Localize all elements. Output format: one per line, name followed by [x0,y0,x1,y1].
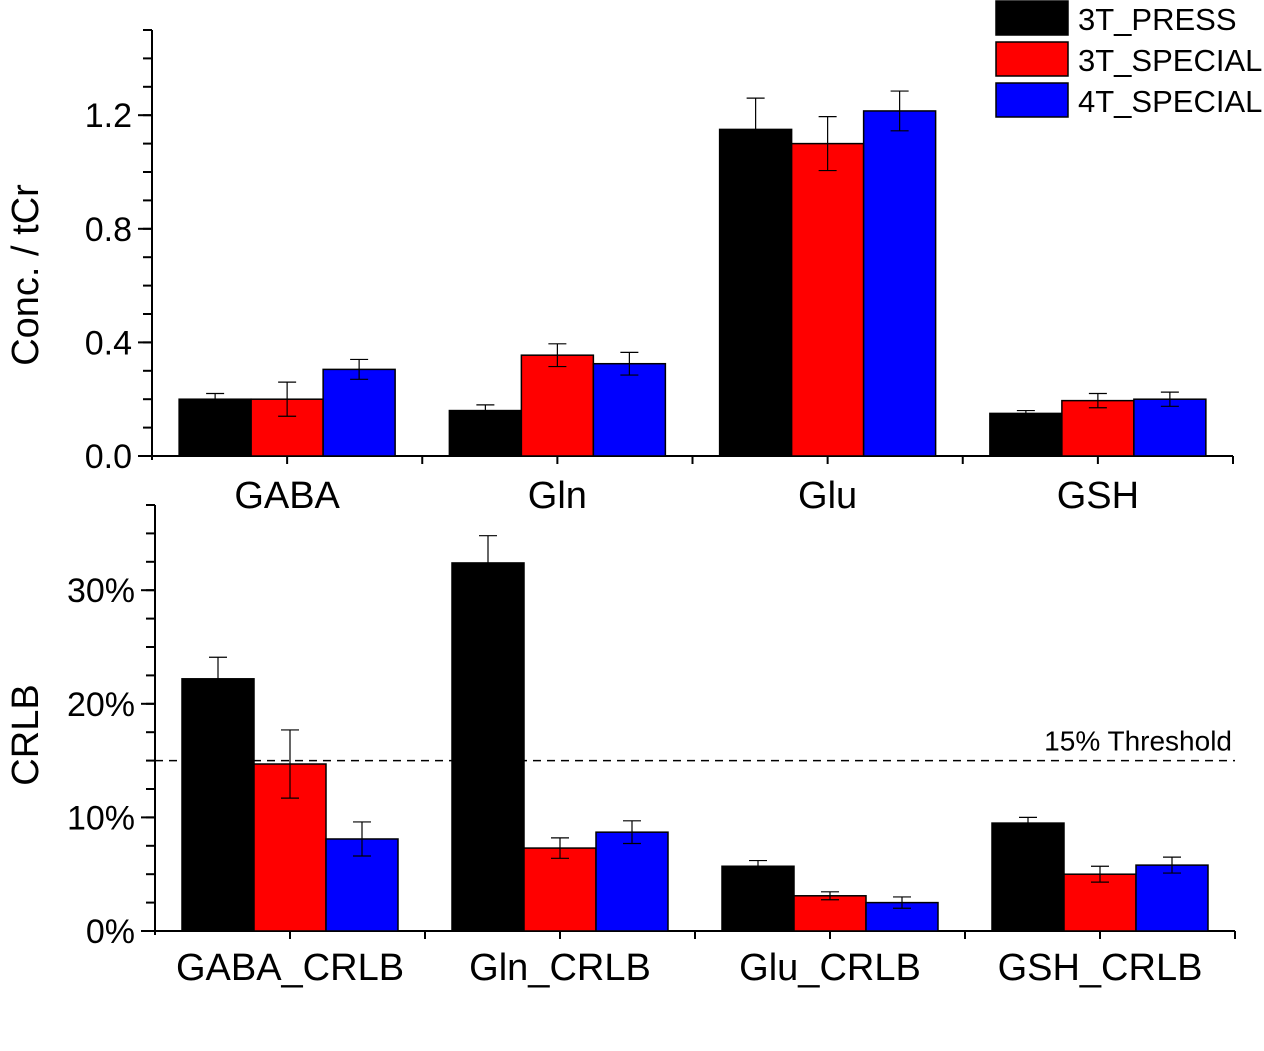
crlb-panel: 0% 10% 20% 30% CRLB GABA_CRLB Gln_CRLB Glu_CRLB… [5,504,1236,989]
conc-category-label: Glu [798,475,857,517]
crlb-bar-3t-special [1063,873,1137,932]
conc-category-label: GSH [1057,475,1139,517]
conc-bar-4t-special [1133,398,1207,457]
crlb-bar-4t-special [1135,864,1209,932]
crlb-y-axis-label: CRLB [5,684,47,785]
crlb-y-tick-label: 0% [86,913,135,951]
conc-bar-3t-special [520,354,595,457]
crlb-bar-3t-press [181,678,255,932]
threshold-label: 15% Threshold [1044,726,1232,757]
conc-y-tick-label: 1.2 [85,97,132,135]
crlb-bar-3t-press [451,562,525,932]
crlb-category-label: GSH_CRLB [998,947,1203,989]
crlb-bar-3t-special [793,895,867,932]
crlb-category-label: Glu_CRLB [739,947,921,989]
conc-bar-3t-special [1061,399,1135,457]
crlb-bar-3t-special [523,847,597,932]
crlb-bar-3t-press [721,865,795,932]
legend-swatch [995,82,1069,118]
crlb-bar-4t-special [595,831,669,932]
conc-panel: 0.0 0.4 0.8 1.2 Conc. / tCr GABA Gln Glu GSH [5,29,1234,517]
legend-swatch [995,0,1069,36]
conc-y-axis-label: Conc. / tCr [5,184,47,366]
conc-bar-3t-press [178,398,252,457]
conc-bar-3t-special [790,142,865,457]
conc-bar-3t-press [448,409,523,457]
conc-y-tick-label: 0.4 [85,324,132,362]
conc-bar-4t-special [322,368,396,457]
legend: 3T_PRESS 3T_SPECIAL 4T_SPECIAL [995,0,1262,119]
conc-y-tick-label: 0.8 [85,211,132,249]
legend-label: 3T_PRESS [1078,2,1237,37]
conc-bar-3t-press [989,412,1063,457]
crlb-y-tick-label: 10% [67,799,135,837]
conc-bar-4t-special [592,362,667,457]
conc-category-label: GABA [234,475,340,517]
crlb-bar-3t-press [991,822,1065,932]
conc-category-label: Gln [528,475,587,517]
conc-y-tick-label: 0.0 [85,438,132,476]
crlb-category-label: Gln_CRLB [469,947,651,989]
crlb-category-label: GABA_CRLB [176,947,404,989]
conc-bar-3t-press [718,128,793,457]
conc-bar-4t-special [862,110,937,457]
crlb-y-tick-label: 30% [67,572,135,610]
legend-label: 4T_SPECIAL [1078,84,1262,119]
crlb-y-tick-label: 20% [67,686,135,724]
legend-label: 3T_SPECIAL [1078,43,1262,78]
legend-swatch [995,41,1069,77]
